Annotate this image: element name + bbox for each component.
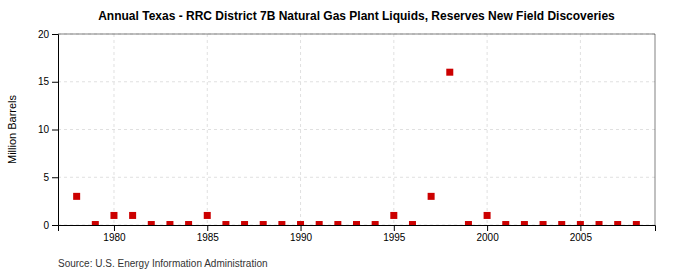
point bbox=[316, 221, 323, 225]
point bbox=[148, 221, 155, 225]
point bbox=[92, 221, 99, 225]
tick: 1985 bbox=[197, 225, 220, 243]
point bbox=[241, 221, 248, 225]
axis-line bbox=[52, 35, 59, 226]
point bbox=[596, 221, 603, 225]
axis-line bbox=[59, 226, 656, 232]
tick-label: 10 bbox=[38, 124, 50, 135]
point bbox=[73, 193, 80, 200]
tick-label: 1980 bbox=[103, 232, 126, 243]
tick-label: 1985 bbox=[197, 232, 220, 243]
tick-mark bbox=[580, 225, 581, 231]
y-axis: 0 5 10 15 20 bbox=[38, 29, 59, 231]
tick-label: 1995 bbox=[383, 232, 406, 243]
tick: 2000 bbox=[476, 225, 499, 243]
point bbox=[465, 221, 472, 225]
tick: 15 bbox=[38, 76, 58, 87]
grid-line bbox=[113, 34, 114, 225]
tick-label: 5 bbox=[43, 172, 49, 183]
tick: 2005 bbox=[570, 225, 593, 243]
grid-line bbox=[580, 34, 581, 225]
grid-line bbox=[393, 34, 394, 225]
point bbox=[558, 221, 565, 225]
tick-label: 2005 bbox=[570, 232, 593, 243]
point bbox=[614, 221, 621, 225]
tick-label: 15 bbox=[38, 76, 50, 87]
tick-mark bbox=[487, 225, 488, 231]
tick: 1995 bbox=[383, 225, 406, 243]
grid-line bbox=[58, 177, 655, 178]
grid bbox=[58, 34, 655, 225]
point bbox=[577, 221, 584, 225]
point bbox=[446, 69, 453, 76]
tick-label: 1990 bbox=[290, 232, 313, 243]
grid-line bbox=[300, 34, 301, 225]
point bbox=[297, 221, 304, 225]
tick-mark bbox=[394, 225, 395, 231]
point bbox=[334, 221, 341, 225]
point bbox=[409, 221, 416, 225]
point bbox=[484, 212, 491, 219]
point bbox=[260, 221, 267, 225]
point bbox=[129, 212, 136, 219]
tick: 5 bbox=[43, 172, 58, 183]
tick-mark bbox=[301, 225, 302, 231]
tick-mark bbox=[52, 82, 58, 83]
point bbox=[166, 221, 173, 225]
tick-mark bbox=[52, 225, 58, 226]
point bbox=[204, 212, 211, 219]
tick-label: 0 bbox=[43, 220, 49, 231]
tick: 0 bbox=[43, 220, 58, 231]
tick-label: 2000 bbox=[476, 232, 499, 243]
tick-mark bbox=[52, 34, 58, 35]
grid-line bbox=[58, 129, 655, 130]
tick-mark bbox=[52, 177, 58, 178]
grid-line bbox=[487, 34, 488, 225]
point bbox=[110, 212, 117, 219]
frame bbox=[58, 34, 655, 35]
point bbox=[278, 221, 285, 225]
tick-mark bbox=[52, 130, 58, 131]
point bbox=[540, 221, 547, 225]
tick: 1990 bbox=[290, 225, 313, 243]
point bbox=[428, 193, 435, 200]
plot: 1980 1985 1990 1995 2000 2005 0 5 10 15 20 bbox=[38, 29, 656, 243]
x-axis: 1980 1985 1990 1995 2000 2005 bbox=[59, 225, 656, 243]
frame bbox=[655, 34, 656, 225]
point bbox=[372, 221, 379, 225]
chart: 1980 1985 1990 1995 2000 2005 0 5 10 15 20 Annual T… bbox=[0, 0, 675, 275]
tick: 10 bbox=[38, 124, 58, 135]
point bbox=[502, 221, 509, 225]
grid-line bbox=[58, 34, 655, 35]
tick-mark bbox=[207, 225, 208, 231]
title: Annual Texas - RRC District 7B Natural G… bbox=[98, 9, 615, 23]
tick-mark bbox=[114, 225, 115, 231]
tick: 1980 bbox=[103, 225, 126, 243]
grid-line bbox=[58, 81, 655, 82]
points bbox=[73, 69, 640, 225]
point bbox=[633, 221, 640, 225]
point bbox=[521, 221, 528, 225]
grid-line bbox=[207, 34, 208, 225]
point bbox=[222, 221, 229, 225]
tick-label: 20 bbox=[38, 29, 50, 40]
y-axis-title: Million Barrels bbox=[6, 94, 18, 164]
tick: 20 bbox=[38, 29, 58, 40]
point bbox=[353, 221, 360, 225]
source: Source: U.S. Energy Information Administ… bbox=[58, 258, 268, 269]
point bbox=[185, 221, 192, 225]
point bbox=[390, 212, 397, 219]
